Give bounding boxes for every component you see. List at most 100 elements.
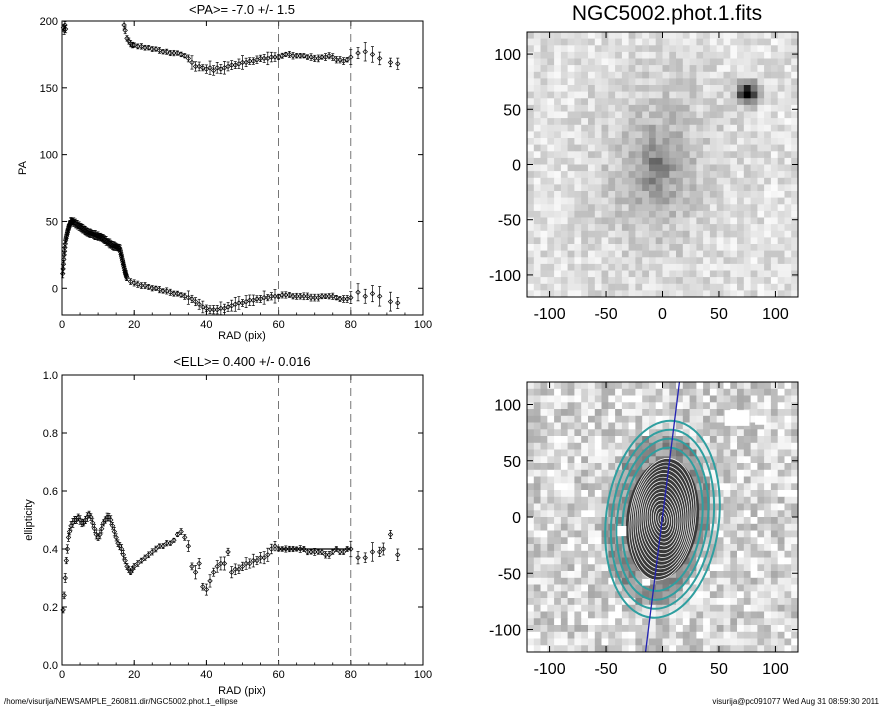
img1-pixel [696,277,704,285]
img2-pixel [608,537,616,545]
img2-pixel [784,456,792,464]
img1-pixel [669,171,677,179]
isophote-ellipse [644,488,681,551]
pa-data-point [122,270,129,277]
ell-data-point [89,520,96,526]
img1-pixel [743,91,752,99]
img1-pixel [750,177,758,185]
img2-pixel [594,395,603,403]
img1-pixel [601,78,609,86]
img1-pixel [682,71,691,79]
img2-pixel [621,442,630,451]
pa-data-point [207,65,213,71]
img1-pixel [703,177,711,185]
img2-pixel [703,463,711,471]
img2-pixel [540,395,548,403]
img2-pixel [723,625,731,633]
img1-pixel [533,270,542,278]
img2-pixel [554,530,562,538]
img2-pixel [621,429,630,437]
pa-data-point [228,302,235,309]
img1-pixel [615,164,623,172]
img1-pixel [615,204,623,212]
img1-pixel [527,250,535,258]
img1-pixel [662,277,670,285]
img1-pixel [730,151,738,159]
ell-data-point [99,526,105,532]
img1-pixel [669,270,677,278]
img1-pixel [615,191,623,199]
img2-pixel [621,409,630,417]
img1-pixel [709,138,718,146]
img1-pixel [533,151,542,159]
pa-data-point [196,301,202,308]
img1-pixel [628,204,636,212]
img1-pixel [770,270,779,278]
pa-data-point [156,47,163,54]
img2-pixel [750,510,758,518]
img2-pixel [601,388,609,397]
pa-data-point [117,249,124,255]
img1-pixel [621,131,630,139]
img1-pixel [608,217,616,225]
ell-data-point [122,557,128,564]
img2-pixel [723,510,731,518]
img1-pixel [649,171,657,179]
img1-pixel [737,290,745,297]
img1-pixel [581,237,589,245]
img2-pixel [588,395,596,403]
img2-pixel [777,469,786,478]
img2-pixel [527,503,535,511]
img1-pixel [669,210,677,219]
img1-pixel [540,91,548,99]
img2-pixel [784,638,792,646]
img1-pixel [696,237,704,245]
img2-pixel [649,631,657,640]
img1-pixel [621,124,630,132]
ell-ytick-label: 0.6 [43,486,58,498]
img1-pixel [621,71,630,79]
img2-pixel [737,503,745,511]
img1-pixel [588,104,596,113]
img1-pixel [662,98,670,106]
img1-pixel [608,177,616,185]
img1-pixel [743,71,752,79]
pa-data-point [142,282,148,289]
img1-pixel [567,144,575,152]
pa-data-point [182,293,188,299]
img2-pixel [696,449,704,457]
img1-pixel [594,230,603,238]
img1-pixel [709,171,718,179]
img1-pixel [791,91,798,99]
img1-pixel [567,91,575,99]
pa-data-point [62,26,69,32]
img1-pixel [527,65,535,73]
img2-pixel [723,503,731,511]
ell-data-marks [60,375,401,665]
img1-pixel [547,85,555,93]
img1-pixel [567,98,575,106]
img1-pixel [689,151,697,159]
img2-pixel [730,564,738,572]
img1-pixel [764,58,772,66]
img1-pixel [642,91,650,99]
img1-pixel [669,71,677,79]
img1-pixel [770,98,779,106]
img1-pixel [547,191,555,199]
img2-pixel [676,618,684,626]
img1-pixel [642,151,650,159]
img1-pixel [689,78,697,86]
img1-pixel [581,197,589,205]
img2-pixel [757,598,765,606]
img2-pixel [696,442,704,451]
img2-pixel [709,537,718,545]
img1-pixel [743,38,752,46]
img1-pixel [682,270,691,278]
img1-pixel [588,138,596,146]
img2-pixel [621,422,630,430]
img2-pixel [588,523,596,532]
img2-pixel [608,652,615,659]
img1-pixel [716,58,725,66]
img1-pixel [594,111,603,119]
